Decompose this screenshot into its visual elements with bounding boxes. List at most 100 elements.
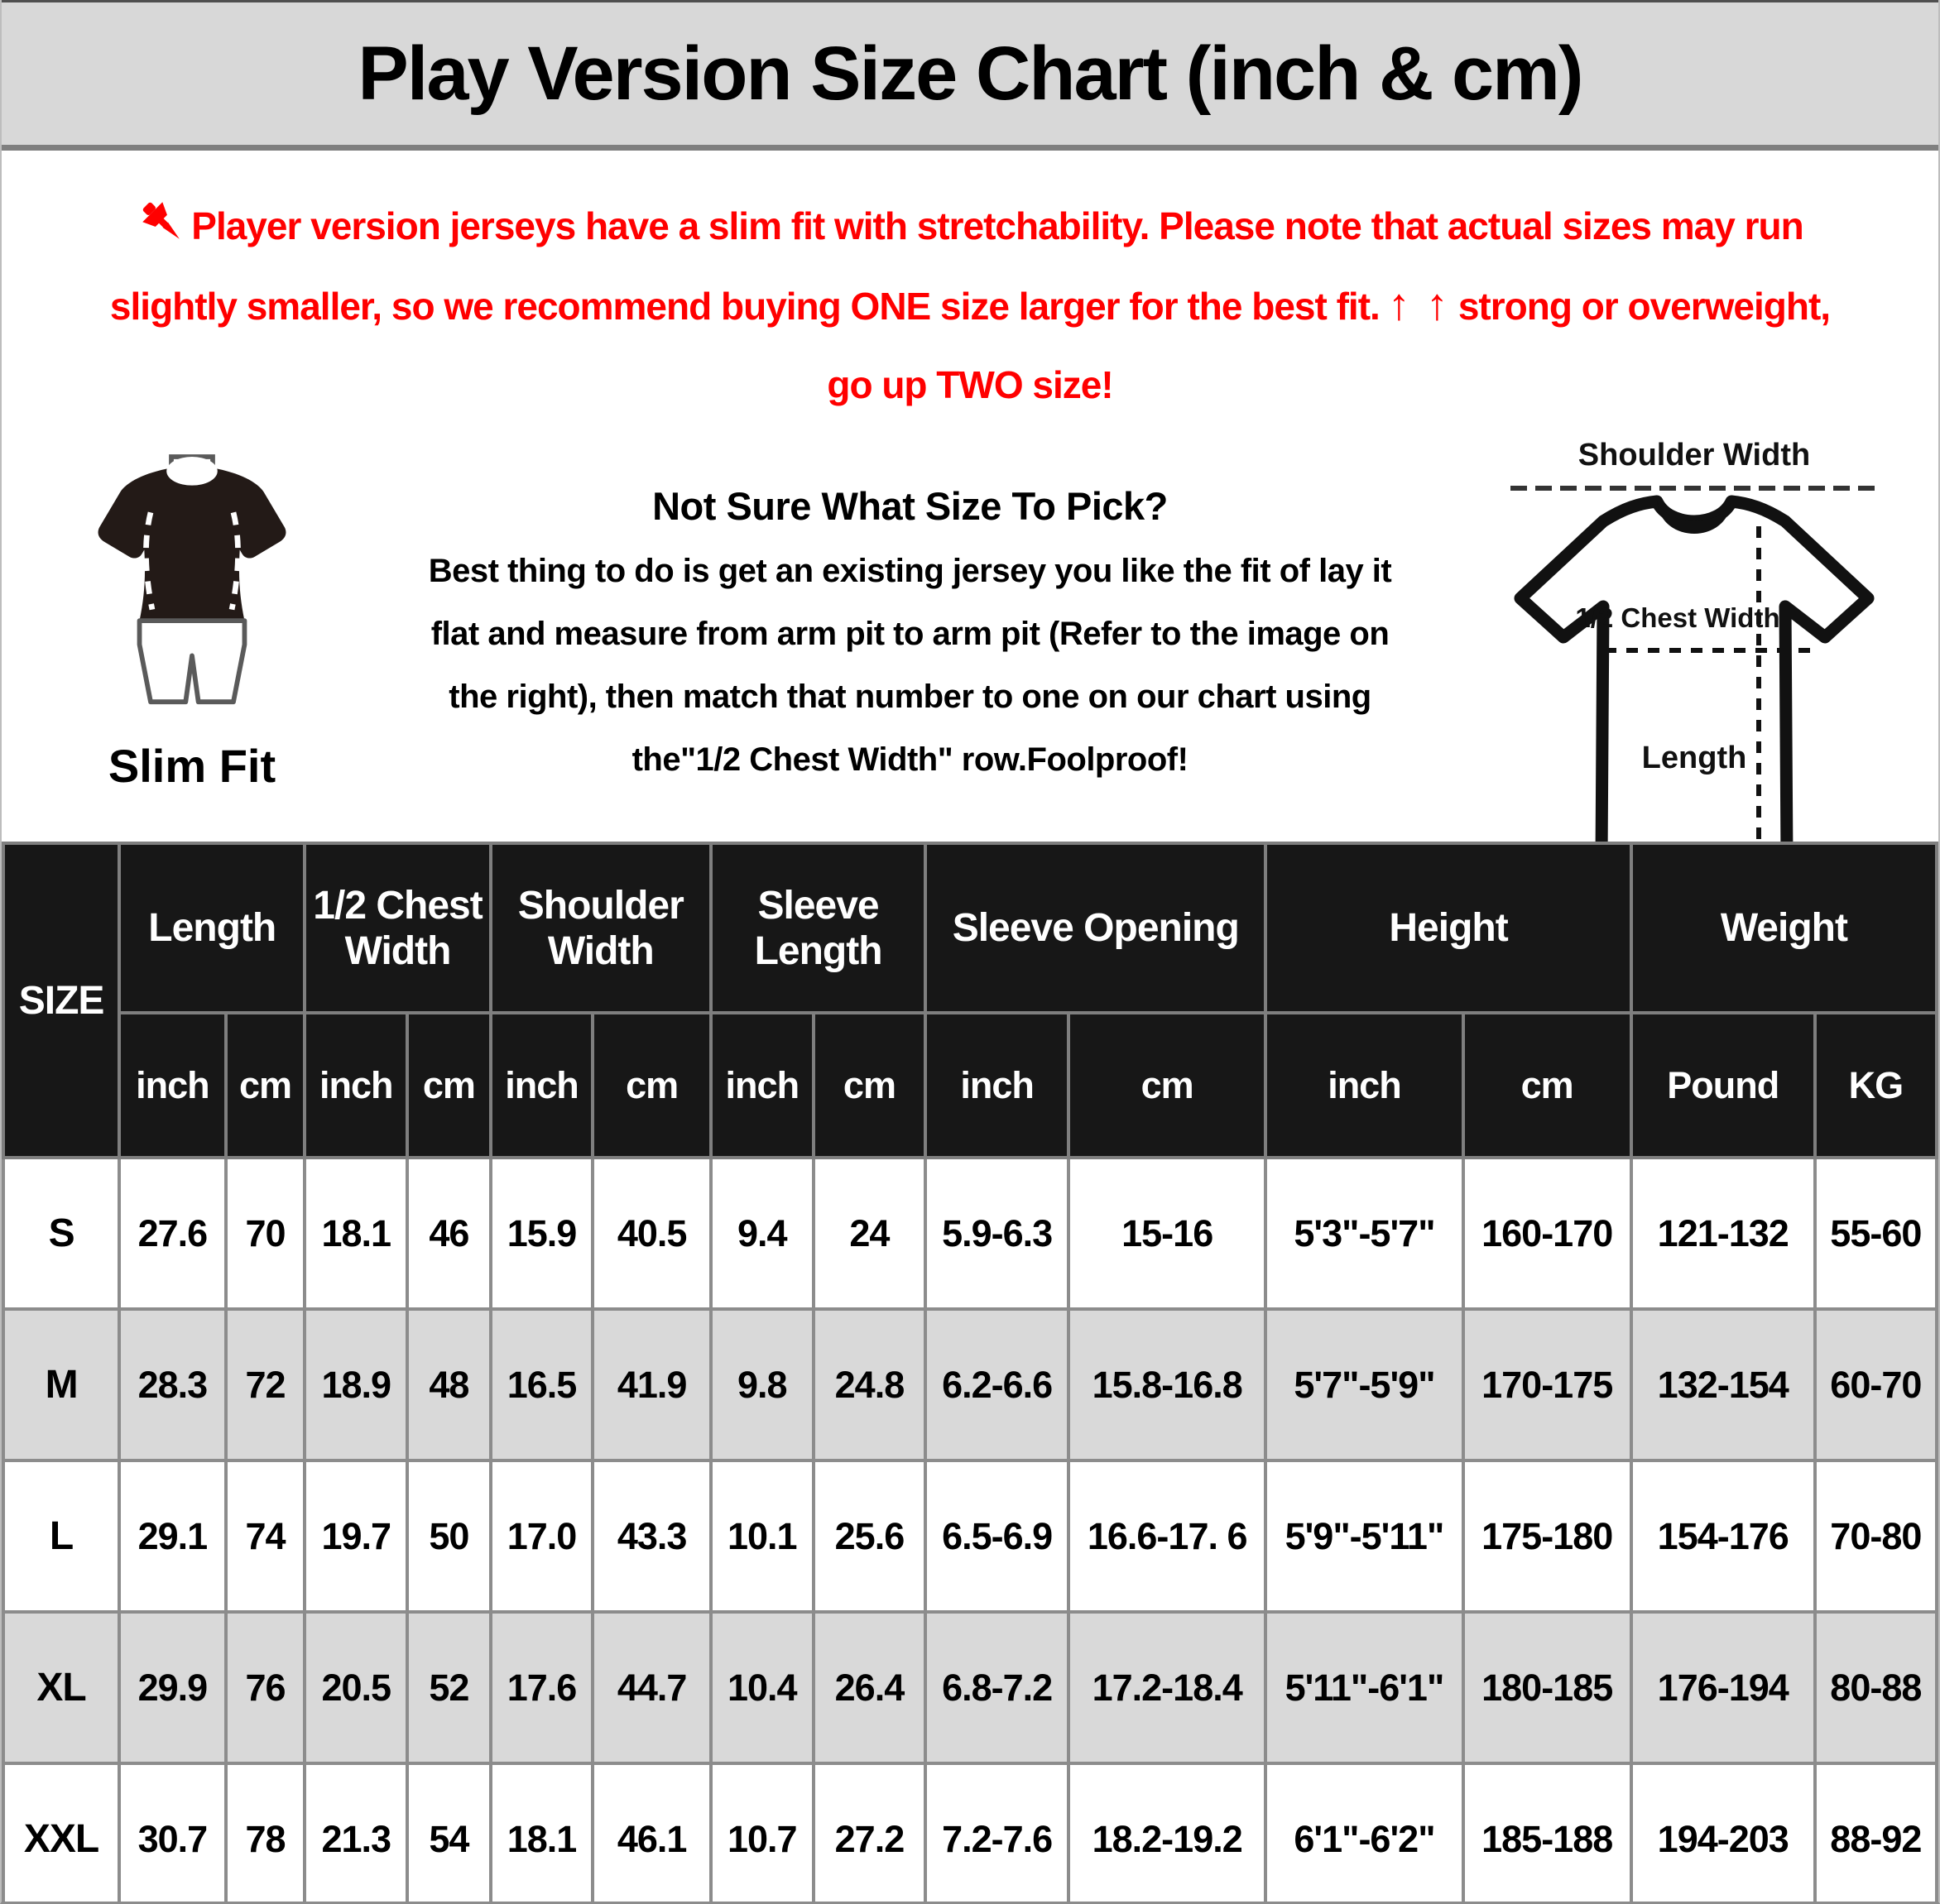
- table-cell: 74: [223, 1459, 307, 1614]
- table-cell: 80-88: [1813, 1610, 1938, 1765]
- unit-header: inch: [488, 1011, 595, 1159]
- table-cell: 175-180: [1461, 1459, 1633, 1614]
- column-group-1-2-chest-width: 1/2 Chest Width: [303, 842, 492, 1014]
- table-cell: 5'7"-5'9": [1264, 1307, 1465, 1462]
- table-cell: 10.1: [708, 1459, 815, 1614]
- table-cell: 6'1"-6'2": [1264, 1762, 1465, 1902]
- page-title: Play Version Size Chart (inch & cm): [2, 0, 1938, 151]
- table-cell: 18.1: [303, 1156, 410, 1311]
- table-cell: 44.7: [591, 1610, 713, 1765]
- table-cell: 25.6: [811, 1459, 928, 1614]
- table-cell: 5'3"-5'7": [1264, 1156, 1465, 1311]
- column-group-shoulder-width: Shoulder Width: [488, 842, 713, 1014]
- table-row-xxl: XXL 30.7 78 21.3 54 18.1 46.1 10.7 27.2 7.2-7.6 18…: [2, 1762, 1938, 1902]
- table-cell: 21.3: [303, 1762, 410, 1902]
- diagram-shoulder-width-label: Shoulder Width: [1578, 438, 1810, 472]
- table-cell: 28.3: [118, 1307, 228, 1462]
- table-cell: 88-92: [1813, 1762, 1938, 1902]
- unit-header: inch: [118, 1011, 228, 1159]
- table-cell: 194-203: [1629, 1762, 1817, 1902]
- table-cell: 46: [406, 1156, 492, 1311]
- unit-header: inch: [1264, 1011, 1465, 1159]
- unit-header: cm: [1067, 1011, 1268, 1159]
- unit-header: cm: [811, 1011, 928, 1159]
- table-cell: 50: [406, 1459, 492, 1614]
- table-cell: 176-194: [1629, 1610, 1817, 1765]
- table-cell: 29.1: [118, 1459, 228, 1614]
- unit-header: inch: [708, 1011, 815, 1159]
- table-cell: 6.5-6.9: [924, 1459, 1071, 1614]
- table-cell: 55-60: [1813, 1156, 1938, 1311]
- table-cell: 132-154: [1629, 1307, 1817, 1462]
- table-cell: 60-70: [1813, 1307, 1938, 1462]
- row-size-label: M: [2, 1307, 122, 1462]
- table-cell: 52: [406, 1610, 492, 1765]
- table-cell: 9.4: [708, 1156, 815, 1311]
- unit-header: KG: [1813, 1011, 1938, 1159]
- table-cell: 70: [223, 1156, 307, 1311]
- table-cell: 5.9-6.3: [924, 1156, 1071, 1311]
- row-size-label: XXL: [2, 1762, 122, 1902]
- table-cell: 30.7: [118, 1762, 228, 1902]
- slim-fit-label: Slim Fit: [108, 740, 276, 792]
- table-cell: 16.6-17. 6: [1067, 1459, 1268, 1614]
- table-cell: 15.8-16.8: [1067, 1307, 1268, 1462]
- slim-fit-figure: Slim Fit: [35, 424, 349, 842]
- table-cell: 17.2-18.4: [1067, 1610, 1268, 1765]
- column-group-length: Length: [118, 842, 307, 1014]
- notice-text-2: slightly smaller, so we recommend buying…: [109, 285, 1381, 328]
- table-cell: 121-132: [1629, 1156, 1817, 1311]
- notice-text-3: strong or overweight,: [1457, 285, 1831, 328]
- table-cell: 19.7: [303, 1459, 410, 1614]
- unit-header: Pound: [1629, 1011, 1817, 1159]
- table-cell: 17.0: [488, 1459, 595, 1614]
- table-cell: 170-175: [1461, 1307, 1633, 1462]
- table-cell: 15-16: [1067, 1156, 1268, 1311]
- pushpin-icon: [137, 196, 190, 249]
- table-cell: 40.5: [591, 1156, 713, 1311]
- notice-line-1: Player version jerseys have a slim fit w…: [2, 187, 1938, 266]
- table-cell: 10.7: [708, 1762, 815, 1902]
- table-cell: 18.2-19.2: [1067, 1762, 1268, 1902]
- column-group-weight: Weight: [1629, 842, 1938, 1014]
- column-header-size: SIZE: [2, 842, 122, 1159]
- table-cell: 6.2-6.6: [924, 1307, 1071, 1462]
- size-guide-text: Not Sure What Size To Pick? Best thing t…: [349, 424, 1471, 842]
- unit-header: cm: [223, 1011, 307, 1159]
- table-cell: 43.3: [591, 1459, 713, 1614]
- table-row-s: S 27.6 70 18.1 46 15.9 40.5 9.4 24 5.9-6.3 15-16 5'…: [2, 1156, 1938, 1311]
- unit-header: inch: [303, 1011, 410, 1159]
- table-cell: 180-185: [1461, 1610, 1633, 1765]
- table-row-xl: XL 29.9 76 20.5 52 17.6 44.7 10.4 26.4 6.8-7.2 17.…: [2, 1610, 1938, 1765]
- guide-line-1: Best thing to do is get an existing jers…: [428, 553, 1392, 589]
- table-cell: 76: [223, 1610, 307, 1765]
- table-cell: 5'9"-5'11": [1264, 1459, 1465, 1614]
- table-cell: 29.9: [118, 1610, 228, 1765]
- table-cell: 18.1: [488, 1762, 595, 1902]
- table-row-m: M 28.3 72 18.9 48 16.5 41.9 9.8 24.8 6.2-6.6 15.8-…: [2, 1307, 1938, 1462]
- table-cell: 72: [223, 1307, 307, 1462]
- notice-text-1: Player version jerseys have a slim fit w…: [191, 204, 1803, 247]
- table-cell: 18.9: [303, 1307, 410, 1462]
- table-cell: 10.4: [708, 1610, 815, 1765]
- unit-header: cm: [1461, 1011, 1633, 1159]
- unit-header: inch: [924, 1011, 1071, 1159]
- table-cell: 41.9: [591, 1307, 713, 1462]
- guide-line-3: the right), then match that number to on…: [449, 679, 1371, 715]
- table-cell: 27.2: [811, 1762, 928, 1902]
- up-arrows-icon: ↑ ↑: [1387, 280, 1450, 329]
- table-head: SIZE Length 1/2 Chest Width Shoulder Width S…: [2, 842, 1938, 1159]
- table-cell: 154-176: [1629, 1459, 1817, 1614]
- table-cell: 24: [811, 1156, 928, 1311]
- table-cell: 24.8: [811, 1307, 928, 1462]
- table-cell: 54: [406, 1762, 492, 1902]
- diagram-length-label: Length: [1642, 741, 1747, 775]
- table-cell: 17.6: [488, 1610, 595, 1765]
- notice-line-2: slightly smaller, so we recommend buying…: [2, 266, 1938, 346]
- fit-notice: Player version jerseys have a slim fit w…: [2, 151, 1938, 424]
- unit-header: cm: [591, 1011, 713, 1159]
- size-chart-table: SIZE Length 1/2 Chest Width Shoulder Width S…: [2, 842, 1938, 1902]
- row-size-label: S: [2, 1156, 122, 1311]
- table-cell: 27.6: [118, 1156, 228, 1311]
